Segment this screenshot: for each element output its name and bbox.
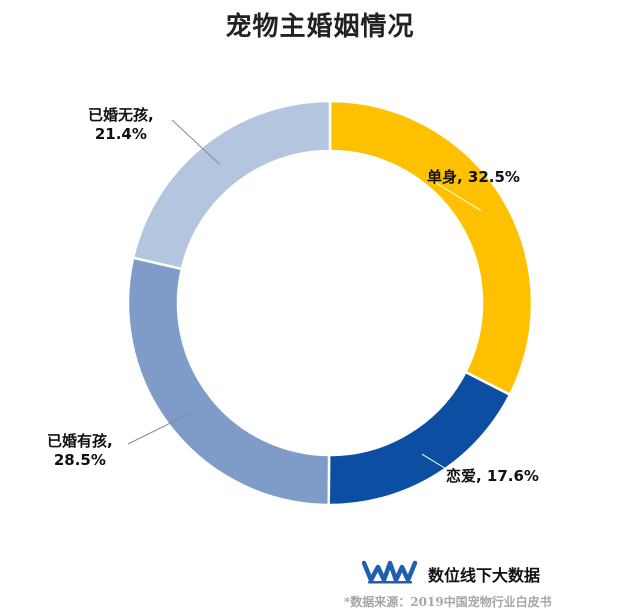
leader-line — [127, 412, 192, 445]
leader-line — [171, 119, 221, 165]
data-label-text: 单身, 32.5% — [427, 168, 520, 186]
leader-lines-group — [127, 119, 482, 471]
data-label-percent: 28.5% — [53, 451, 106, 469]
slice-married-with-kids — [126, 256, 331, 507]
data-label-married-with-kids: 已婚有孩, 28.5% — [47, 432, 113, 470]
data-label-married-no-kids: 已婚无孩, 21.4% — [88, 106, 154, 144]
chart-title: 宠物主婚姻情况 — [225, 12, 415, 42]
data-label-dating: 恋爱, 17.6% — [446, 467, 539, 486]
leader-line — [421, 453, 449, 471]
brand-block: 数位线下大数据 — [362, 560, 602, 586]
brand-name: 数位线下大数据 — [428, 566, 541, 585]
slice-married-no-kids — [131, 99, 332, 271]
data-label-name: 已婚无孩, — [88, 106, 154, 124]
data-label-single: 单身, 32.5% — [427, 168, 520, 187]
slices-group — [126, 99, 534, 507]
slice-single — [328, 99, 534, 397]
data-label-text: 恋爱, 17.6% — [446, 467, 539, 485]
leader-line — [427, 177, 482, 211]
source-note: *数据来源：2019中国宠物行业白皮书 — [344, 595, 552, 609]
brand-logo-icon — [362, 560, 418, 584]
data-label-percent: 21.4% — [94, 125, 147, 143]
data-label-name: 已婚有孩, — [47, 432, 113, 450]
